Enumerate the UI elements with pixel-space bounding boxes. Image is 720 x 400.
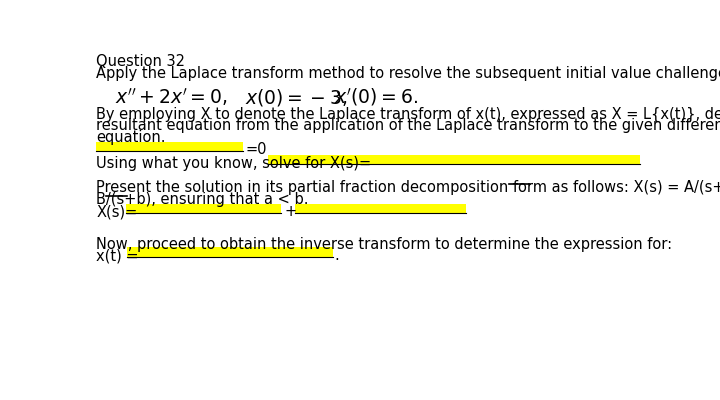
Text: =0: =0	[246, 142, 267, 157]
Text: $x'' + 2x' = 0,$: $x'' + 2x' = 0,$	[114, 86, 228, 108]
Text: B/(s+b), ensuring that a < b.: B/(s+b), ensuring that a < b.	[96, 192, 309, 207]
Text: x(t) =: x(t) =	[96, 248, 139, 263]
Bar	[127, 248, 333, 257]
Bar	[96, 142, 243, 151]
Text: Using what you know, solve for X(s)=: Using what you know, solve for X(s)=	[96, 156, 372, 171]
Text: equation.: equation.	[96, 130, 166, 145]
Text: $x'(0) = 6.$: $x'(0) = 6.$	[334, 86, 418, 108]
Bar	[269, 155, 640, 164]
Text: $x(0) = -3,$: $x(0) = -3,$	[245, 86, 347, 108]
Text: X(s)=: X(s)=	[96, 204, 138, 219]
Text: .: .	[334, 248, 339, 263]
Bar	[126, 204, 281, 213]
Text: Apply the Laplace transform method to resolve the subsequent initial value chall: Apply the Laplace transform method to re…	[96, 66, 720, 82]
Text: Present the solution in its partial fraction decomposition form as follows: X(s): Present the solution in its partial frac…	[96, 180, 720, 196]
Text: +: +	[284, 204, 297, 219]
Text: Now, proceed to obtain the inverse transform to determine the expression for:: Now, proceed to obtain the inverse trans…	[96, 237, 672, 252]
Bar	[295, 204, 466, 213]
Text: Question 32: Question 32	[96, 54, 185, 69]
Text: resultant equation from the application of the Laplace transform to the given di: resultant equation from the application …	[96, 118, 720, 133]
Text: By employing X to denote the Laplace transform of x(t), expressed as X = L{x(t)}: By employing X to denote the Laplace tra…	[96, 106, 720, 122]
